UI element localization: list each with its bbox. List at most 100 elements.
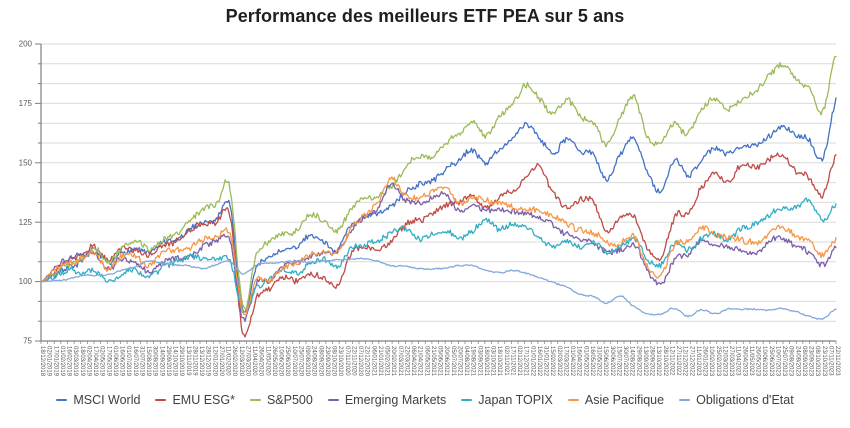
y-axis-tick-label: 175: [19, 99, 33, 108]
legend-item: S&P500: [249, 393, 313, 407]
series-line-s-p500: [40, 55, 837, 310]
x-axis-tick-label: 11/05/2020: [264, 346, 270, 376]
x-axis-tick-label: 17/01/2019: [52, 346, 58, 377]
x-axis-tick-label: 18/03/2019: [79, 346, 85, 377]
x-axis-tick-label: 14/08/2022: [629, 346, 635, 377]
x-axis-tick-label: 02/12/2021: [516, 346, 522, 377]
x-axis-tick-label: 12/03/2023: [721, 346, 727, 377]
legend-label: MSCI World: [73, 393, 141, 407]
x-axis-tick-label: 16/01/2022: [536, 346, 542, 377]
x-axis-tick-label: 17/12/2021: [523, 346, 529, 377]
legend-marker-icon: [327, 398, 339, 402]
x-axis-tick-label: 25/06/2023: [768, 346, 774, 377]
x-axis-tick-label: 30/08/2019: [152, 346, 158, 377]
x-axis-tick-label: 27/01/2020: [218, 346, 224, 377]
y-axis-tick-label: 100: [19, 277, 33, 286]
legend-marker-icon: [461, 398, 473, 402]
x-axis-tick-label: 11/02/2020: [225, 346, 231, 376]
x-axis-tick-label: 10/06/2020: [278, 346, 284, 377]
series-line-asie-pacifique: [40, 176, 837, 316]
gridlines: [41, 43, 836, 342]
series-line-emerging-markets: [40, 182, 837, 322]
x-axis-tick-label: 20/02/2021: [390, 346, 396, 377]
x-axis-tick-label: 14/10/2019: [172, 346, 178, 377]
x-axis-tick-label: 28/11/2019: [191, 346, 197, 376]
x-axis-tick-label: 31/05/2022: [596, 346, 602, 377]
x-axis-tick-label: 11/04/2023: [735, 346, 741, 376]
legend-item: Obligations d'Etat: [679, 393, 794, 407]
legend-marker-icon: [56, 398, 68, 402]
x-axis-tick-label: 08/09/2020: [317, 346, 323, 377]
x-axis-tick-label: 15/07/2022: [615, 346, 621, 377]
x-axis-tick-label: 17/05/2019: [105, 346, 111, 377]
legend-item: MSCI World: [56, 393, 140, 407]
x-axis-tick-label: 23/09/2020: [324, 346, 330, 377]
series-lines: [40, 55, 837, 338]
x-axis-tick-label: 23/10/2020: [337, 346, 343, 377]
x-axis-tick-label: 27/03/2020: [244, 346, 250, 377]
x-axis-tick-label: 01/04/2022: [569, 346, 575, 377]
x-axis-tick-label: 15/08/2019: [145, 346, 151, 377]
legend-marker-icon: [679, 398, 691, 402]
x-axis-tick-label: 03/10/2021: [490, 346, 496, 377]
legend-item: EMU ESG*: [155, 393, 235, 407]
series-line-obligations-d-etat: [40, 257, 837, 320]
x-axis-tick-label: 26/05/2023: [755, 346, 761, 377]
x-axis-tick-label: 31/01/2022: [543, 346, 549, 377]
legend-label: Japan TOPIX: [478, 393, 553, 407]
x-axis-tick-label: 25/07/2023: [781, 346, 787, 377]
x-axis-tick-label: 14/09/2019: [158, 346, 164, 377]
x-axis-tick-label: 30/07/2022: [622, 346, 628, 377]
y-axis-tick-label: 75: [23, 337, 32, 346]
series-line-emu-esg-: [40, 152, 837, 338]
x-axis-tick-label: 03/09/2021: [476, 346, 482, 377]
x-axis-tick-label: 27/03/2023: [728, 346, 734, 377]
x-axis-tick-label: 02/03/2022: [556, 346, 562, 377]
x-axis-tick-label: 16/06/2019: [119, 346, 125, 377]
x-axis-tick-label: 25/02/2023: [715, 346, 721, 377]
y-axis-labels: 200 175 150 125 100 75: [19, 40, 33, 346]
x-axis-tick-label: 06/05/2021: [423, 346, 429, 377]
legend-item: Japan TOPIX: [461, 393, 553, 407]
x-axis-tick-label: 23/09/2023: [808, 346, 814, 377]
x-axis-labels: 18/12/2018 02/01/2019 17/01/2019 01/02/2019…: [39, 341, 840, 377]
legend-label: EMU ESG*: [172, 393, 235, 407]
x-axis-tick-label: 01/02/2019: [59, 346, 65, 377]
x-axis-tick-label: 10/06/2023: [761, 346, 767, 377]
x-axis-tick-label: 11/04/2020: [251, 346, 257, 376]
axes: [35, 43, 836, 342]
x-axis-tick-label: 26/02/2020: [231, 346, 237, 377]
x-axis-tick-label: 16/07/2019: [132, 346, 138, 377]
x-axis-tick-label: 13/09/2022: [642, 346, 648, 377]
x-axis-tick-label: 05/06/2021: [437, 346, 443, 377]
x-axis-tick-label: 02/05/2019: [99, 346, 105, 377]
x-axis-tick-label: 18/12/2018: [39, 346, 45, 377]
x-axis-tick-label: 26/05/2020: [271, 346, 277, 377]
x-axis-tick-label: 05/02/2021: [384, 346, 390, 377]
x-axis-tick-label: 29/09/2019: [165, 346, 171, 377]
x-axis-tick-label: 22/03/2021: [403, 346, 409, 377]
x-axis-tick-label: 10/07/2020: [291, 346, 297, 377]
x-axis-tick-label: 21/04/2021: [417, 346, 423, 377]
x-axis-tick-label: 16/04/2022: [576, 346, 582, 377]
x-axis-tick-label: 28/12/2019: [205, 346, 211, 377]
x-axis-tick-label: 25/07/2020: [297, 346, 303, 377]
x-axis-tick-label: 09/08/2020: [304, 346, 310, 377]
x-axis-tick-label: 10/07/2023: [774, 346, 780, 377]
x-axis-tick-label: 01/07/2019: [125, 346, 131, 377]
x-axis-tick-label: 08/10/2023: [814, 346, 820, 377]
y-axis-tick-label: 200: [19, 40, 33, 49]
legend-label: Asie Pacifique: [584, 393, 665, 407]
x-axis-tick-label: 18/09/2021: [483, 346, 489, 377]
x-axis-tick-label: 11/05/2023: [748, 346, 754, 376]
x-axis-tick-label: 26/04/2023: [741, 346, 747, 377]
x-axis-tick-label: 12/01/2020: [211, 346, 217, 377]
legend-marker-icon: [249, 398, 261, 402]
legend-label: S&P500: [266, 393, 313, 407]
x-axis-tick-label: 27/11/2022: [675, 346, 681, 376]
x-axis-tick-label: 13/12/2019: [198, 346, 204, 377]
x-axis-tick-label: 28/09/2022: [649, 346, 655, 377]
x-axis-tick-label: 29/08/2022: [635, 346, 641, 377]
